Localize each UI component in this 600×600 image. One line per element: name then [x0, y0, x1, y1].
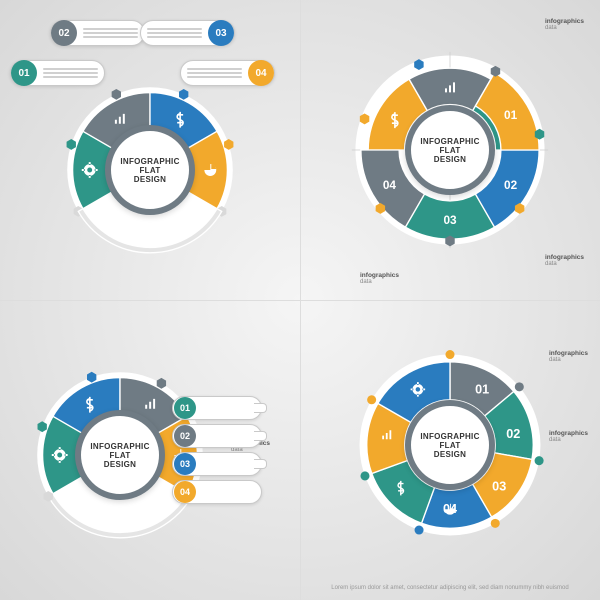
- svg-text:02: 02: [504, 178, 518, 192]
- svg-text:04: 04: [383, 178, 397, 192]
- infographic-panel-4: 01 02 03 04 INFOGRAPHIC FLAT DESIGN infogra…: [300, 300, 600, 600]
- pill3-04: 04: [172, 480, 262, 504]
- pill-02: 02: [50, 20, 145, 46]
- pill3-01: 01: [172, 396, 262, 420]
- pill3-02: 02: [172, 424, 262, 448]
- svg-text:01: 01: [475, 382, 489, 396]
- pill3-03: 03: [172, 452, 262, 476]
- infolabel-4a: infographicsdata: [549, 350, 588, 364]
- pill-04: 04: [180, 60, 275, 86]
- infographic-panel-1: INFOGRAPHIC FLAT DESIGN 01 0203 04: [0, 0, 300, 300]
- ring1-center: INFOGRAPHIC FLAT DESIGN: [105, 125, 195, 215]
- pill-03: 03: [140, 20, 235, 46]
- infolabel-bl: infographicsdata: [360, 272, 399, 286]
- svg-text:04: 04: [443, 502, 457, 516]
- infolabel-br: infographicsdata: [545, 254, 584, 268]
- ring2-center: INFOGRAPHIC FLAT DESIGN: [405, 105, 495, 195]
- ring-2: 04 03 02 01 INFOGRAPHIC FLAT DESIGN: [350, 50, 550, 250]
- center-l1: INFOGRAPHIC: [120, 157, 179, 166]
- ring3-center: INFOGRAPHIC FLAT DESIGN: [75, 410, 165, 500]
- svg-text:03: 03: [492, 479, 506, 493]
- center-l3: DESIGN: [134, 175, 166, 184]
- pill-01: 01: [10, 60, 105, 86]
- ring-4: 01 02 03 04 INFOGRAPHIC FLAT DESIGN: [355, 350, 545, 540]
- svg-text:02: 02: [506, 427, 520, 441]
- svg-text:01: 01: [504, 108, 518, 122]
- infographic-panel-2: 04 03 02 01 INFOGRAPHIC FLAT DESIGN infogra…: [300, 0, 600, 300]
- lorem-text: Lorem ipsum dolor sit amet, consectetur …: [330, 585, 570, 592]
- infolabel-4b: infographicsdata: [549, 430, 588, 444]
- infolabel-tr: infographicsdata: [545, 18, 584, 32]
- ring4-center: INFOGRAPHIC FLAT DESIGN: [405, 400, 495, 490]
- infographic-panel-3: INFOGRAPHIC FLAT DESIGN infographicsdata…: [0, 300, 300, 600]
- center-l2: FLAT: [139, 166, 160, 175]
- ring-1: INFOGRAPHIC FLAT DESIGN: [60, 80, 240, 260]
- svg-text:03: 03: [443, 213, 457, 227]
